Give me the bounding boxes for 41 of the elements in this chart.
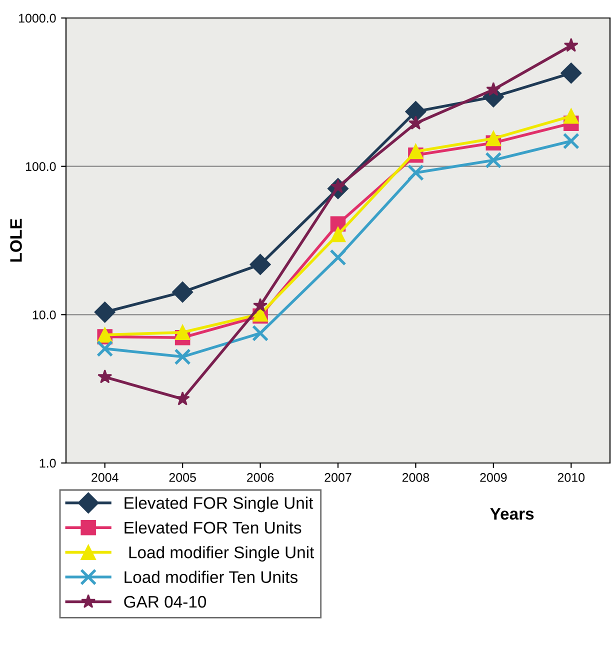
x-tick-label: 2005 — [169, 473, 196, 482]
x-tick-label: 2009 — [480, 473, 507, 482]
point — [330, 226, 346, 242]
y-tick-label: 1000.0 — [19, 14, 56, 23]
x-tick-label: 2006 — [247, 473, 274, 482]
point — [174, 324, 190, 340]
point — [250, 254, 271, 275]
legend-label: Load modifier Single Unit — [129, 546, 314, 562]
point — [405, 101, 426, 122]
y-tick-label: 100.0 — [26, 162, 56, 171]
point — [96, 340, 114, 357]
y-tick-label: 1.0 — [40, 458, 56, 468]
point — [174, 348, 191, 366]
x-tick-label: 2004 — [92, 473, 118, 482]
legend-label: GAR 04-10 — [124, 596, 206, 608]
y-axis-title: LOLE — [10, 218, 22, 262]
x-tick-label: 2010 — [558, 473, 585, 482]
legend-label: Elevated FOR Single Unit — [124, 496, 314, 512]
point — [562, 132, 580, 150]
point — [408, 116, 424, 130]
x-tick-label: 2008 — [402, 473, 430, 482]
point — [564, 108, 579, 124]
point — [98, 369, 112, 384]
point — [252, 324, 269, 342]
y-tick-label: 10.0 — [32, 310, 56, 320]
x-axis-title: Years — [490, 508, 534, 520]
legend-label: Elevated FOR Ten Units — [124, 521, 302, 534]
x-tick-label: 2007 — [324, 473, 352, 482]
legend-label: Load modifier Ten Units — [124, 570, 298, 584]
point — [560, 62, 582, 84]
point — [564, 38, 578, 52]
point — [407, 164, 424, 182]
point — [485, 152, 502, 169]
point — [252, 298, 268, 312]
point — [330, 249, 346, 266]
point — [172, 282, 194, 303]
point — [408, 144, 424, 160]
point — [94, 302, 116, 323]
point — [486, 130, 502, 146]
point — [175, 391, 190, 406]
point — [486, 82, 501, 96]
